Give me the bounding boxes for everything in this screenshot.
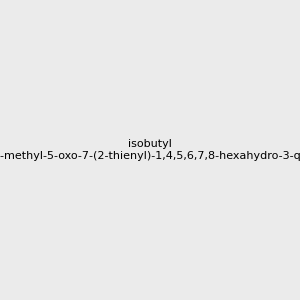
Text: isobutyl 4-(3-fluorophenyl)-2-methyl-5-oxo-7-(2-thienyl)-1,4,5,6,7,8-hexahydro-3: isobutyl 4-(3-fluorophenyl)-2-methyl-5-o… (0, 139, 300, 161)
